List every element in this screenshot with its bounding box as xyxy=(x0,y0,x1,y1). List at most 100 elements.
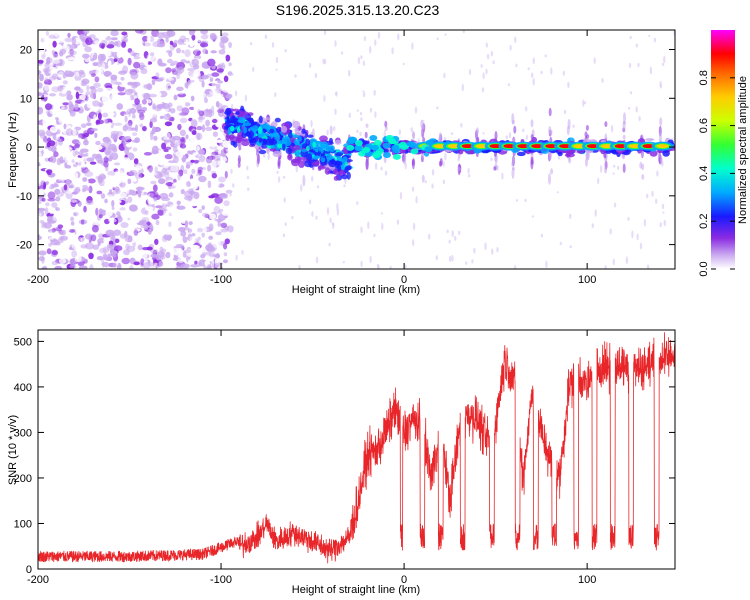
heatmap-cell xyxy=(176,200,181,205)
heatmap-cell xyxy=(180,138,185,143)
heatmap-cell xyxy=(148,165,154,173)
heatmap-cell xyxy=(66,94,73,101)
heatmap-cell xyxy=(185,134,189,140)
heatmap-cell xyxy=(69,110,76,117)
heatmap-cell xyxy=(116,178,122,185)
heatmap-cell xyxy=(111,152,119,160)
heatmap-cell xyxy=(655,198,658,204)
heatmap-cell xyxy=(412,130,415,140)
heatmap-cell xyxy=(315,256,319,264)
heatmap-cell xyxy=(209,213,216,220)
heatmap-cell xyxy=(173,94,178,101)
heatmap-cell xyxy=(159,115,164,119)
heatmap-cell xyxy=(389,265,392,269)
heatmap-cell xyxy=(83,139,89,146)
heatmap-cell xyxy=(180,263,190,269)
spectrogram-heatmap xyxy=(38,30,675,269)
heatmap-cell xyxy=(121,175,127,180)
y-tick-label: 500 xyxy=(14,336,32,348)
heatmap-cell xyxy=(275,56,279,64)
heatmap-cell xyxy=(342,156,348,162)
heatmap-cell xyxy=(369,135,378,141)
heatmap-cell xyxy=(211,173,217,179)
heatmap-cell xyxy=(111,206,115,210)
heatmap-cell xyxy=(151,78,156,86)
heatmap-cell xyxy=(383,152,391,158)
heatmap-cell xyxy=(457,167,461,172)
y-tick-label: 0 xyxy=(26,564,32,576)
heatmap-cell xyxy=(424,180,427,184)
heatmap-cell xyxy=(414,106,418,114)
heatmap-cell xyxy=(207,180,212,189)
heatmap-cell xyxy=(475,144,488,149)
heatmap-cell xyxy=(258,149,267,155)
heatmap-cell xyxy=(242,122,252,127)
heatmap-cell xyxy=(106,175,114,184)
heatmap-cell xyxy=(69,264,77,269)
heatmap-cell xyxy=(44,77,49,83)
heatmap-cell xyxy=(180,72,189,80)
heatmap-cell xyxy=(388,138,396,145)
heatmap-cell xyxy=(482,132,485,135)
heatmap-cell xyxy=(566,125,570,136)
heatmap-cell xyxy=(132,132,138,137)
heatmap-cell xyxy=(265,117,271,121)
heatmap-cell xyxy=(490,50,494,57)
heatmap-cell xyxy=(101,43,106,48)
heatmap-cell xyxy=(64,156,71,164)
heatmap-cell xyxy=(246,165,249,171)
heatmap-cell xyxy=(359,112,363,116)
heatmap-cell xyxy=(190,95,195,102)
heatmap-cell xyxy=(349,136,358,143)
heatmap-cell xyxy=(174,182,178,186)
heatmap-cell xyxy=(188,259,193,264)
heatmap-cell xyxy=(135,30,144,34)
heatmap-cell xyxy=(54,241,61,246)
heatmap-cell xyxy=(612,172,615,175)
heatmap-cell xyxy=(513,125,517,134)
heatmap-cell xyxy=(436,37,439,40)
heatmap-cell xyxy=(95,207,99,216)
heatmap-cell xyxy=(104,50,112,57)
heatmap-cell xyxy=(141,176,150,181)
heatmap-cell xyxy=(94,40,101,45)
heatmap-cell xyxy=(274,117,281,123)
heatmap-cell xyxy=(591,223,594,229)
heatmap-cell xyxy=(153,50,158,57)
heatmap-cell xyxy=(57,71,65,80)
heatmap-cell xyxy=(503,144,516,149)
heatmap-cell xyxy=(334,108,337,115)
y-tick-label: 0 xyxy=(26,142,32,154)
heatmap-cell xyxy=(158,76,165,81)
heatmap-cell xyxy=(200,30,208,35)
heatmap-cell xyxy=(473,247,476,254)
heatmap-cell xyxy=(154,238,159,245)
heatmap-cell xyxy=(96,190,103,195)
heatmap-cell xyxy=(202,48,208,54)
heatmap-cell xyxy=(205,202,211,207)
heatmap-cell xyxy=(121,257,131,265)
heatmap-cell xyxy=(101,261,110,268)
heatmap-cell xyxy=(217,173,222,178)
heatmap-cell xyxy=(213,205,221,214)
heatmap-cell xyxy=(216,121,220,128)
heatmap-cell xyxy=(158,260,164,267)
heatmap-cell xyxy=(187,84,196,91)
heatmap-cell xyxy=(170,63,175,67)
heatmap-cell xyxy=(127,178,132,184)
heatmap-cell xyxy=(348,112,351,118)
heatmap-cell xyxy=(143,152,152,156)
heatmap-cell xyxy=(91,73,96,78)
heatmap-cell xyxy=(39,172,43,180)
heatmap-cell xyxy=(496,247,499,253)
heatmap-cell xyxy=(629,35,632,40)
heatmap-cell xyxy=(197,36,201,43)
heatmap-cell xyxy=(178,169,184,177)
heatmap-cell xyxy=(442,179,446,185)
heatmap-cell xyxy=(458,149,464,155)
heatmap-cell xyxy=(217,108,225,113)
heatmap-cell xyxy=(288,153,292,159)
heatmap-cell xyxy=(241,250,244,255)
heatmap-cell xyxy=(66,90,72,96)
heatmap-cell xyxy=(82,177,88,182)
